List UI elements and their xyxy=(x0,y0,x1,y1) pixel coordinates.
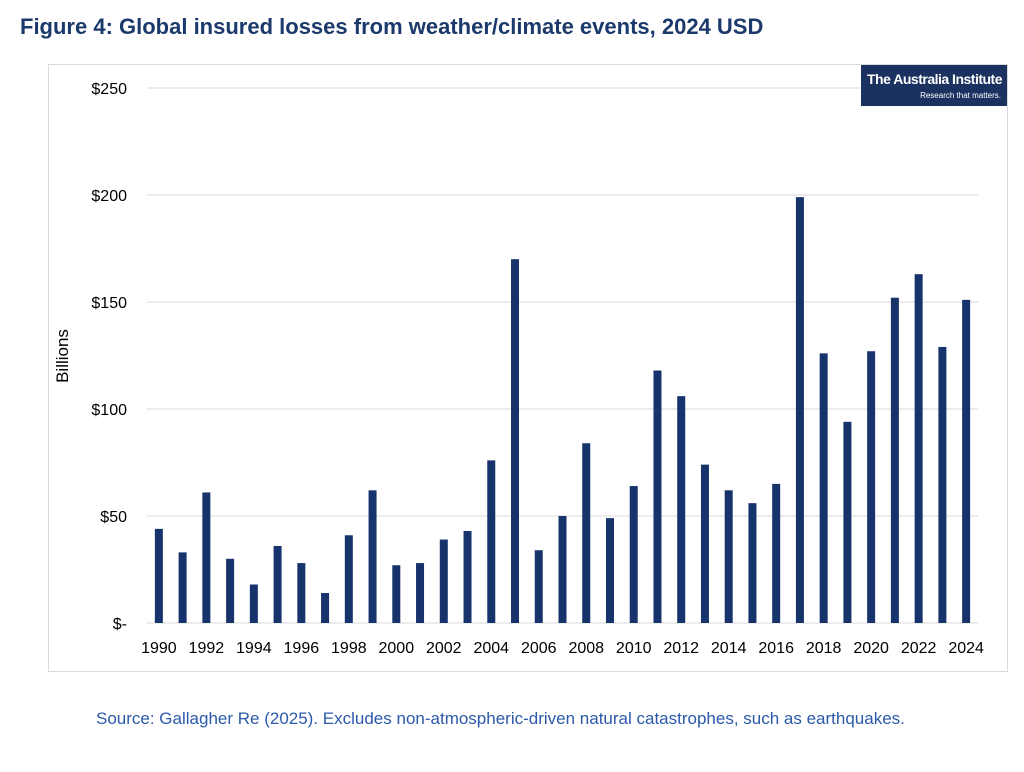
x-tick-label: 2006 xyxy=(521,640,557,657)
bar-2014 xyxy=(724,490,733,623)
bar-1992 xyxy=(202,492,211,623)
x-tick-label: 2004 xyxy=(473,640,509,657)
x-tick-label: 1990 xyxy=(141,640,177,657)
bar-2023 xyxy=(938,346,947,623)
bar-2004 xyxy=(487,460,496,623)
y-tick-label: $200 xyxy=(91,188,127,205)
bar-2024 xyxy=(962,299,971,623)
bar-2019 xyxy=(843,421,852,623)
x-tick-label: 2008 xyxy=(568,640,604,657)
bar-1996 xyxy=(297,563,306,623)
x-tick-label: 1996 xyxy=(284,640,320,657)
bar-1995 xyxy=(273,545,282,623)
x-tick-label: 2016 xyxy=(758,640,794,657)
bar-1993 xyxy=(226,558,235,623)
logo-name: The Australia Institute xyxy=(867,71,1003,87)
bar-2001 xyxy=(416,563,425,623)
bar-2009 xyxy=(605,518,614,623)
x-tick-label: 2020 xyxy=(853,640,889,657)
bar-2000 xyxy=(392,565,401,623)
x-tick-label: 2002 xyxy=(426,640,462,657)
x-tick-label: 2012 xyxy=(663,640,699,657)
bar-2011 xyxy=(653,370,662,623)
x-tick-label: 1998 xyxy=(331,640,367,657)
bar-1998 xyxy=(344,535,353,623)
bar-2021 xyxy=(890,297,899,623)
bar-chart: $-$50$100$150$200$250 1990 1992 1994 1996 19… xyxy=(53,81,984,657)
x-tick-label: 1994 xyxy=(236,640,272,657)
chart-frame xyxy=(48,64,1008,672)
australia-institute-logo: The Australia Institute Research that ma… xyxy=(861,65,1007,106)
bar-2008 xyxy=(582,443,591,623)
x-tick-label: 2022 xyxy=(901,640,937,657)
bar-1994 xyxy=(249,584,258,623)
x-tick-label: 2000 xyxy=(379,640,415,657)
x-tick-label: 2010 xyxy=(616,640,652,657)
x-tick-label: 2024 xyxy=(948,640,984,657)
x-tick-label: 1992 xyxy=(189,640,225,657)
x-tick-labels: 1990 1992 1994 1996 1998 2000 2002 2004 2006 2008… xyxy=(141,640,984,657)
bar-2002 xyxy=(439,539,448,623)
y-tick-label: $- xyxy=(113,616,127,633)
bar-2010 xyxy=(629,486,638,623)
bar-2003 xyxy=(463,530,472,623)
source-note: Source: Gallagher Re (2025). Excludes no… xyxy=(96,709,905,728)
bar-2022 xyxy=(914,274,923,623)
y-tick-label: $100 xyxy=(91,402,127,419)
bar-2012 xyxy=(677,396,686,623)
bar-2013 xyxy=(700,464,709,623)
bar-2005 xyxy=(511,259,520,623)
logo-tagline: Research that matters. xyxy=(920,91,1001,100)
bar-2006 xyxy=(534,550,543,623)
y-tick-label: $150 xyxy=(91,295,127,312)
bar-2020 xyxy=(867,351,876,623)
bar-1997 xyxy=(321,593,330,623)
gridlines xyxy=(147,87,978,624)
bar-1990 xyxy=(154,528,163,623)
figure-title: Figure 4: Global insured losses from wea… xyxy=(20,14,764,39)
bars xyxy=(154,197,971,623)
x-tick-label: 2014 xyxy=(711,640,747,657)
x-tick-label: 2018 xyxy=(806,640,842,657)
bar-2007 xyxy=(558,516,567,623)
y-tick-labels: $- $50 $100 $150 $200 $250 xyxy=(91,81,127,633)
bar-2015 xyxy=(748,503,757,623)
y-tick-label: $50 xyxy=(100,509,127,526)
bar-2017 xyxy=(795,197,804,623)
bar-1991 xyxy=(178,552,187,623)
bar-2016 xyxy=(772,483,781,623)
y-tick-label: $250 xyxy=(91,81,127,98)
y-axis-label: Billions xyxy=(53,329,72,383)
bar-1999 xyxy=(368,490,377,623)
bar-2018 xyxy=(819,353,828,623)
